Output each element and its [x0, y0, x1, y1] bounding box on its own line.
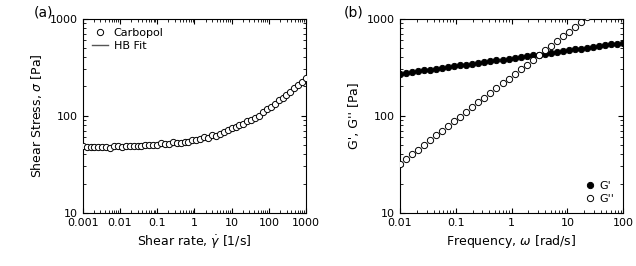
G': [553, 50, 561, 53]
G'': [438, 129, 446, 132]
G'': [457, 115, 464, 118]
G': [602, 44, 609, 47]
G': [450, 65, 458, 68]
G'': [432, 134, 440, 137]
Line: G'': G'': [397, 0, 626, 167]
G': [517, 55, 525, 59]
G': [535, 53, 543, 56]
G': [445, 65, 452, 69]
G': [511, 56, 518, 60]
G'': [396, 162, 404, 165]
G'': [553, 39, 561, 43]
G': [607, 43, 615, 46]
G'': [590, 11, 597, 14]
G': [469, 62, 476, 65]
G': [529, 54, 537, 57]
G'': [559, 35, 567, 38]
G': [414, 70, 422, 73]
Y-axis label: Shear Stress, $\sigma$ [Pa]: Shear Stress, $\sigma$ [Pa]: [29, 53, 45, 178]
G': [474, 61, 482, 65]
G'': [487, 91, 494, 94]
G': [614, 42, 621, 45]
G'': [493, 87, 501, 90]
G': [402, 71, 410, 74]
G': [432, 67, 440, 70]
G'': [595, 6, 603, 10]
G': [565, 49, 573, 52]
G': [577, 47, 585, 50]
X-axis label: Frequency, $\omega$ [rad/s]: Frequency, $\omega$ [rad/s]: [446, 233, 577, 250]
G'': [426, 139, 434, 142]
G'': [565, 30, 573, 33]
Y-axis label: G', G'' [Pa]: G', G'' [Pa]: [349, 82, 361, 149]
G'': [511, 72, 518, 76]
G'': [450, 120, 458, 123]
G': [505, 57, 513, 60]
G': [426, 68, 434, 71]
G'': [577, 20, 585, 24]
G'': [583, 16, 591, 19]
G'': [547, 44, 555, 47]
G': [590, 45, 597, 49]
Line: G': G': [397, 40, 626, 77]
G': [493, 59, 501, 62]
Legend: Carbopol, HB Fit: Carbopol, HB Fit: [88, 24, 167, 54]
G': [481, 60, 488, 64]
G'': [535, 53, 543, 57]
G'': [505, 77, 513, 80]
G'': [402, 157, 410, 161]
G': [408, 70, 416, 74]
G'': [517, 68, 525, 71]
G'': [408, 153, 416, 156]
G': [571, 48, 579, 51]
Legend: G', G'': G', G'': [582, 177, 618, 207]
G'': [469, 106, 476, 109]
G'': [523, 63, 530, 66]
G': [487, 60, 494, 63]
G': [462, 63, 470, 66]
G': [396, 72, 404, 76]
X-axis label: Shear rate, $\dot{\gamma}$ [1/s]: Shear rate, $\dot{\gamma}$ [1/s]: [137, 233, 252, 251]
G': [583, 46, 591, 49]
G'': [462, 110, 470, 113]
G': [559, 49, 567, 53]
G': [438, 66, 446, 69]
G'': [541, 49, 549, 52]
Text: (b): (b): [344, 6, 364, 20]
Text: (a): (a): [34, 6, 53, 20]
G': [541, 52, 549, 55]
G'': [445, 124, 452, 128]
G': [595, 44, 603, 48]
G'': [414, 148, 422, 151]
G': [499, 58, 506, 61]
G': [547, 51, 555, 55]
G'': [529, 58, 537, 61]
G'': [499, 82, 506, 85]
G': [619, 41, 627, 44]
G'': [420, 143, 428, 147]
G'': [571, 25, 579, 28]
G': [457, 64, 464, 67]
G'': [602, 2, 609, 5]
G': [420, 69, 428, 72]
G'': [481, 96, 488, 99]
G': [523, 55, 530, 58]
G'': [474, 101, 482, 104]
